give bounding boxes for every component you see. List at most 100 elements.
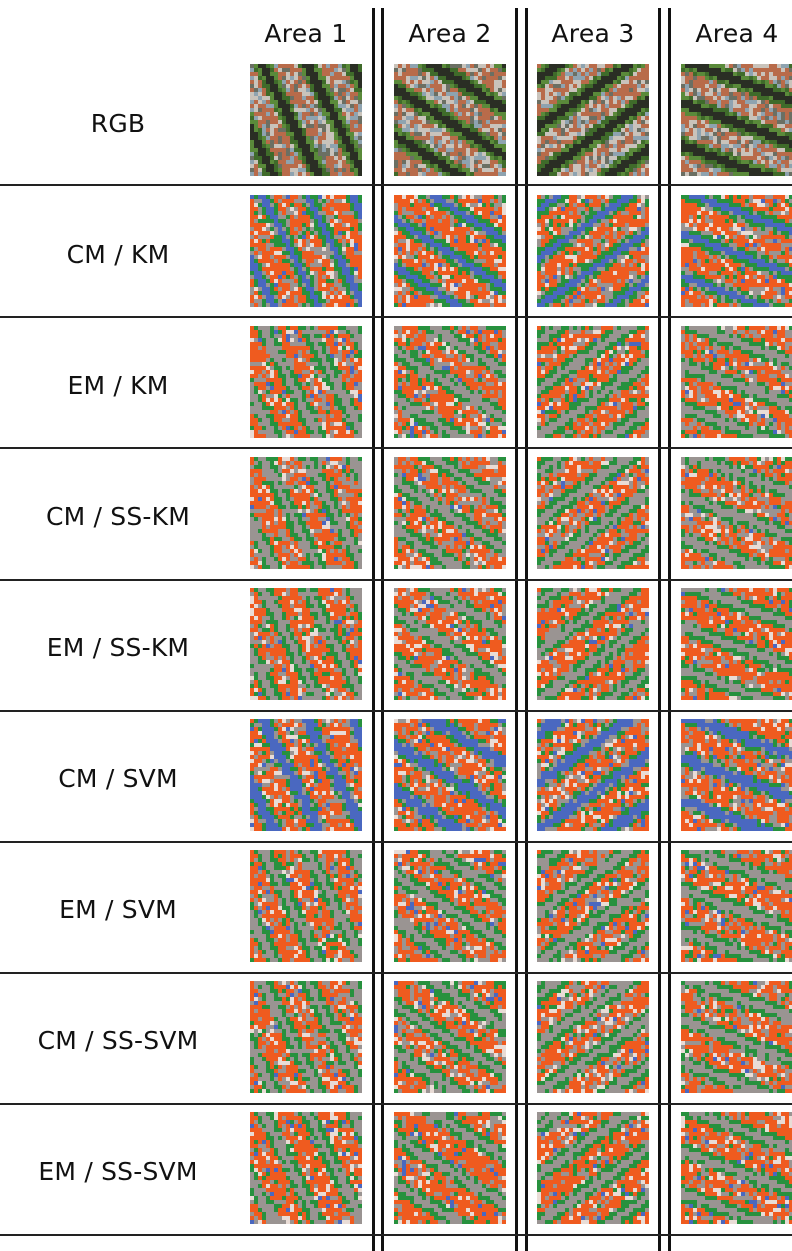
classification-map-area-4	[681, 1112, 792, 1224]
column-header-area-1: Area 1	[231, 14, 381, 54]
rgb-image-area-1	[250, 64, 362, 176]
classification-map-area-1	[250, 195, 362, 307]
row-separator-line	[0, 579, 792, 581]
classification-map-area-1	[250, 850, 362, 962]
classification-map-area-4	[681, 326, 792, 438]
land-cover-map-graphic	[681, 457, 792, 569]
column-separator-line	[381, 8, 384, 1251]
aerial-photo-graphic	[681, 64, 792, 176]
land-cover-map-graphic	[537, 457, 649, 569]
classification-map-area-2	[394, 850, 506, 962]
classification-map-area-3	[537, 326, 649, 438]
classification-map-area-1	[250, 1112, 362, 1224]
row-label-cm-ss-km: CM / SS-KM	[0, 501, 236, 533]
classification-map-area-1	[250, 588, 362, 700]
land-cover-map-graphic	[394, 719, 506, 831]
land-cover-map-graphic	[537, 326, 649, 438]
land-cover-map-graphic	[250, 195, 362, 307]
land-cover-map-graphic	[250, 1112, 362, 1224]
row-separator-line	[0, 1234, 792, 1236]
land-cover-map-graphic	[250, 850, 362, 962]
row-separator-line	[0, 841, 792, 843]
column-separator-line	[372, 8, 375, 1251]
classification-map-area-2	[394, 457, 506, 569]
column-header-area-2: Area 2	[375, 14, 525, 54]
column-separator-line	[525, 8, 528, 1251]
row-label-em-ss-svm: EM / SS-SVM	[0, 1156, 236, 1188]
classification-map-area-4	[681, 719, 792, 831]
aerial-photo-graphic	[537, 64, 649, 176]
land-cover-map-graphic	[250, 457, 362, 569]
row-label-em-km: EM / KM	[0, 370, 236, 402]
classification-map-area-2	[394, 981, 506, 1093]
classification-map-area-4	[681, 195, 792, 307]
land-cover-map-graphic	[681, 326, 792, 438]
row-separator-line	[0, 184, 792, 186]
land-cover-map-graphic	[537, 195, 649, 307]
row-separator-line	[0, 316, 792, 318]
land-cover-map-graphic	[394, 1112, 506, 1224]
land-cover-map-graphic	[250, 588, 362, 700]
land-cover-map-graphic	[681, 719, 792, 831]
land-cover-map-graphic	[681, 1112, 792, 1224]
land-cover-map-graphic	[394, 588, 506, 700]
classification-map-area-3	[537, 588, 649, 700]
classification-map-area-4	[681, 850, 792, 962]
classification-map-area-3	[537, 457, 649, 569]
land-cover-map-graphic	[537, 981, 649, 1093]
land-cover-map-graphic	[681, 588, 792, 700]
column-header-area-4: Area 4	[662, 14, 792, 54]
classification-map-area-4	[681, 588, 792, 700]
land-cover-map-graphic	[250, 981, 362, 1093]
row-separator-line	[0, 447, 792, 449]
classification-map-area-2	[394, 719, 506, 831]
classification-map-area-1	[250, 326, 362, 438]
classification-map-area-3	[537, 719, 649, 831]
column-separator-line	[658, 8, 661, 1251]
row-separator-line	[0, 972, 792, 974]
row-separator-line	[0, 1103, 792, 1105]
land-cover-map-graphic	[394, 850, 506, 962]
classification-map-area-2	[394, 1112, 506, 1224]
classification-map-area-4	[681, 981, 792, 1093]
classification-map-area-3	[537, 850, 649, 962]
classification-map-area-3	[537, 1112, 649, 1224]
classification-map-area-4	[681, 457, 792, 569]
land-cover-map-graphic	[394, 326, 506, 438]
rgb-image-area-3	[537, 64, 649, 176]
classification-map-area-3	[537, 195, 649, 307]
row-label-em-ss-km: EM / SS-KM	[0, 632, 236, 664]
classification-map-area-1	[250, 719, 362, 831]
rgb-image-area-2	[394, 64, 506, 176]
land-cover-map-graphic	[681, 850, 792, 962]
rgb-image-area-4	[681, 64, 792, 176]
aerial-photo-graphic	[250, 64, 362, 176]
land-cover-map-graphic	[250, 719, 362, 831]
column-separator-line	[515, 8, 518, 1251]
aerial-photo-graphic	[394, 64, 506, 176]
row-label-em-svm: EM / SVM	[0, 894, 236, 926]
land-cover-map-graphic	[250, 326, 362, 438]
row-label-cm-km: CM / KM	[0, 239, 236, 271]
classification-map-area-2	[394, 588, 506, 700]
row-label-rgb: RGB	[0, 108, 236, 140]
land-cover-map-graphic	[394, 457, 506, 569]
land-cover-map-graphic	[537, 588, 649, 700]
land-cover-map-graphic	[537, 1112, 649, 1224]
land-cover-map-graphic	[394, 981, 506, 1093]
column-separator-line	[668, 8, 671, 1251]
land-cover-map-graphic	[681, 981, 792, 1093]
classification-map-area-2	[394, 195, 506, 307]
row-label-cm-svm: CM / SVM	[0, 763, 236, 795]
row-label-cm-ss-svm: CM / SS-SVM	[0, 1025, 236, 1057]
classification-map-area-1	[250, 981, 362, 1093]
column-header-area-3: Area 3	[518, 14, 668, 54]
land-cover-map-graphic	[537, 719, 649, 831]
classification-map-area-2	[394, 326, 506, 438]
land-cover-map-graphic	[394, 195, 506, 307]
classification-map-area-1	[250, 457, 362, 569]
classification-map-area-3	[537, 981, 649, 1093]
row-separator-line	[0, 710, 792, 712]
land-cover-map-graphic	[681, 195, 792, 307]
